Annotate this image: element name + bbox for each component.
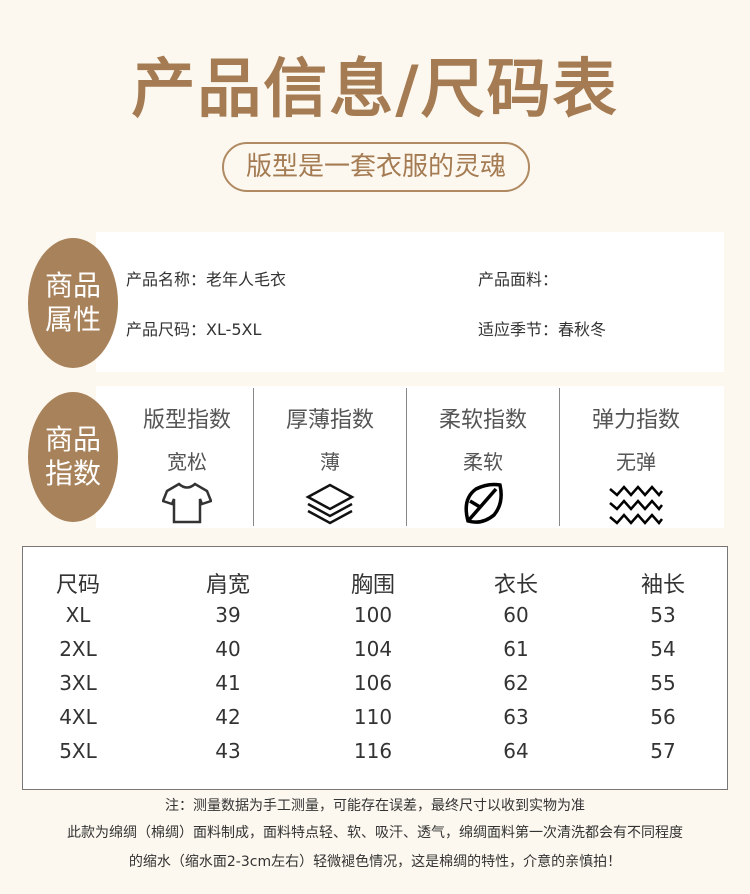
attributes-badge: 商品属性 [28,238,118,368]
indices-badge: 商品指数 [28,392,118,522]
index-value: 薄 [320,450,340,474]
table-cell: 64 [503,739,529,763]
table-cell: 41 [215,671,241,695]
header-cell: 尺码 [55,573,100,598]
note-line: 注：测量数据为手工测量，可能存在误差，最终尺寸以收到实物为准 [165,798,585,814]
table-cell: 106 [353,671,393,695]
waves-icon [609,485,663,525]
table-cell: 43 [215,739,241,763]
layers-icon [305,483,355,525]
table-cell: 61 [503,637,529,661]
product-season: 适应季节：春秋冬 [478,320,607,339]
index-value: 柔软 [463,450,503,474]
page-title: 产品信息/尺码表 [131,52,619,127]
table-row: XL 39 100 60 53 [23,603,727,637]
index-label: 弹力指数 [591,408,680,433]
table-cell: 110 [353,705,393,729]
table-cell: 54 [650,637,676,661]
index-fit: 版型指数 宽松 [112,388,262,526]
note-line: 的缩水（缩水面2-3cm左右）轻微褪色情况，这是棉绸的特性，介意的亲慎拍！ [128,854,622,870]
index-value: 宽松 [167,450,207,474]
header-cell: 衣长 [493,573,538,598]
table-cell: 57 [650,739,676,763]
subtitle-pill: 版型是一套衣服的灵魂 [222,142,530,192]
table-row: 2XL 40 104 61 54 [23,637,727,671]
table-header: 尺码 肩宽 胸围 衣长 袖长 [23,567,727,601]
table-cell: 55 [650,671,676,695]
table-cell: 3XL [59,671,97,695]
table-cell: 56 [650,705,676,729]
table-cell: 62 [503,671,529,695]
table-cell: 40 [215,637,241,661]
header-cell: 袖长 [640,573,685,598]
header-cell: 肩宽 [205,573,250,598]
t-shirt-icon [161,482,213,524]
attributes-panel [96,232,724,372]
table-cell: 5XL [59,739,97,763]
table-cell: 60 [503,603,529,627]
index-thickness: 厚薄指数 薄 [255,388,405,526]
index-elasticity: 弹力指数 无弹 [561,388,711,526]
header-cell: 胸围 [350,573,395,598]
divider [406,388,407,526]
table-cell: 100 [353,603,393,627]
table-cell: 39 [215,603,241,627]
product-size: 产品尺码：XL-5XL [126,320,262,339]
index-softness: 柔软指数 柔软 [408,388,558,526]
product-name: 产品名称：老年人毛衣 [126,270,287,289]
table-cell: 4XL [59,705,97,729]
table-cell: 63 [503,705,529,729]
badge-text: 商品指数 [44,423,101,490]
divider [253,388,254,526]
badge-text: 商品属性 [44,269,101,336]
table-row: 4XL 42 110 63 56 [23,705,727,739]
index-label: 版型指数 [142,408,231,433]
index-value: 无弹 [616,450,656,474]
table-cell: 116 [353,739,393,763]
index-label: 厚薄指数 [285,408,374,433]
note-line: 此款为绵绸（棉绸）面料制成，面料特点轻、软、吸汗、透气，绵绸面料第一次清洗都会有… [67,825,683,841]
table-cell: 42 [215,705,241,729]
table-cell: 104 [353,637,393,661]
product-fabric: 产品面料： [478,270,559,289]
divider [559,388,560,526]
table-row: 5XL 43 116 64 57 [23,739,727,773]
index-label: 柔软指数 [438,408,527,433]
table-cell: 53 [650,603,676,627]
table-row: 3XL 41 106 62 55 [23,671,727,705]
table-cell: XL [65,603,91,627]
size-table: 尺码 肩宽 胸围 衣长 袖长 XL 39 100 60 53 2XL 40 104 61 54 3X… [22,546,728,790]
table-cell: 2XL [59,637,97,661]
leaf-icon [464,482,503,524]
